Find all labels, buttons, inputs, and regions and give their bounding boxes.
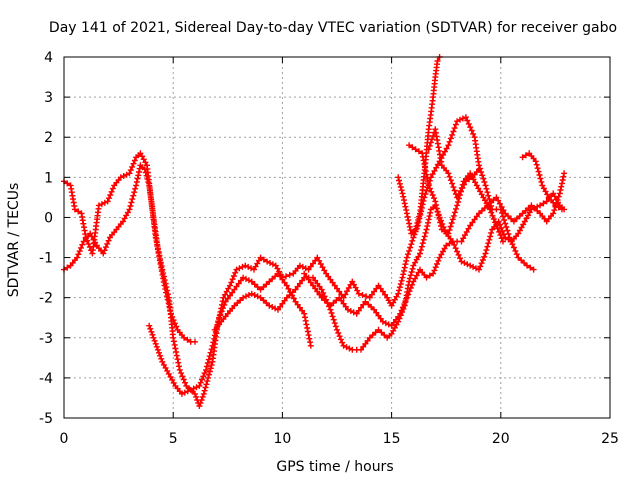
x-tick-label: 25	[601, 431, 619, 447]
y-tick-label: -4	[39, 371, 53, 387]
series-markers-track-7	[406, 142, 506, 245]
y-tick-label: 3	[44, 90, 53, 106]
x-tick-label: 0	[60, 431, 69, 447]
x-axis-label: GPS time / hours	[276, 459, 393, 475]
series-markers-track-8	[425, 126, 482, 201]
series-markers-track-5	[301, 170, 568, 329]
y-tick-label: 0	[44, 210, 53, 226]
plot-frame	[63, 56, 611, 419]
series-markers-track-9	[519, 150, 565, 213]
y-tick-label: -2	[39, 291, 53, 307]
chart-title: Day 141 of 2021, Sidereal Day-to-day VTE…	[49, 20, 617, 36]
x-tick-label: 20	[492, 431, 510, 447]
x-tick-label: 10	[273, 431, 291, 447]
data-markers	[61, 54, 568, 409]
y-tick-label: 2	[44, 130, 53, 146]
y-tick-label: -3	[39, 331, 53, 347]
series-markers-track-6	[395, 54, 443, 237]
x-tick-label: 15	[383, 431, 401, 447]
x-tick-label: 5	[169, 431, 178, 447]
y-axis-label: SDTVAR / TECUs	[6, 183, 22, 298]
y-tick-label: 4	[44, 50, 53, 66]
y-tick-label: -5	[39, 411, 53, 427]
y-tick-label: 1	[44, 170, 53, 186]
y-tick-label: -1	[39, 251, 53, 267]
series-markers-track-3	[146, 270, 314, 397]
